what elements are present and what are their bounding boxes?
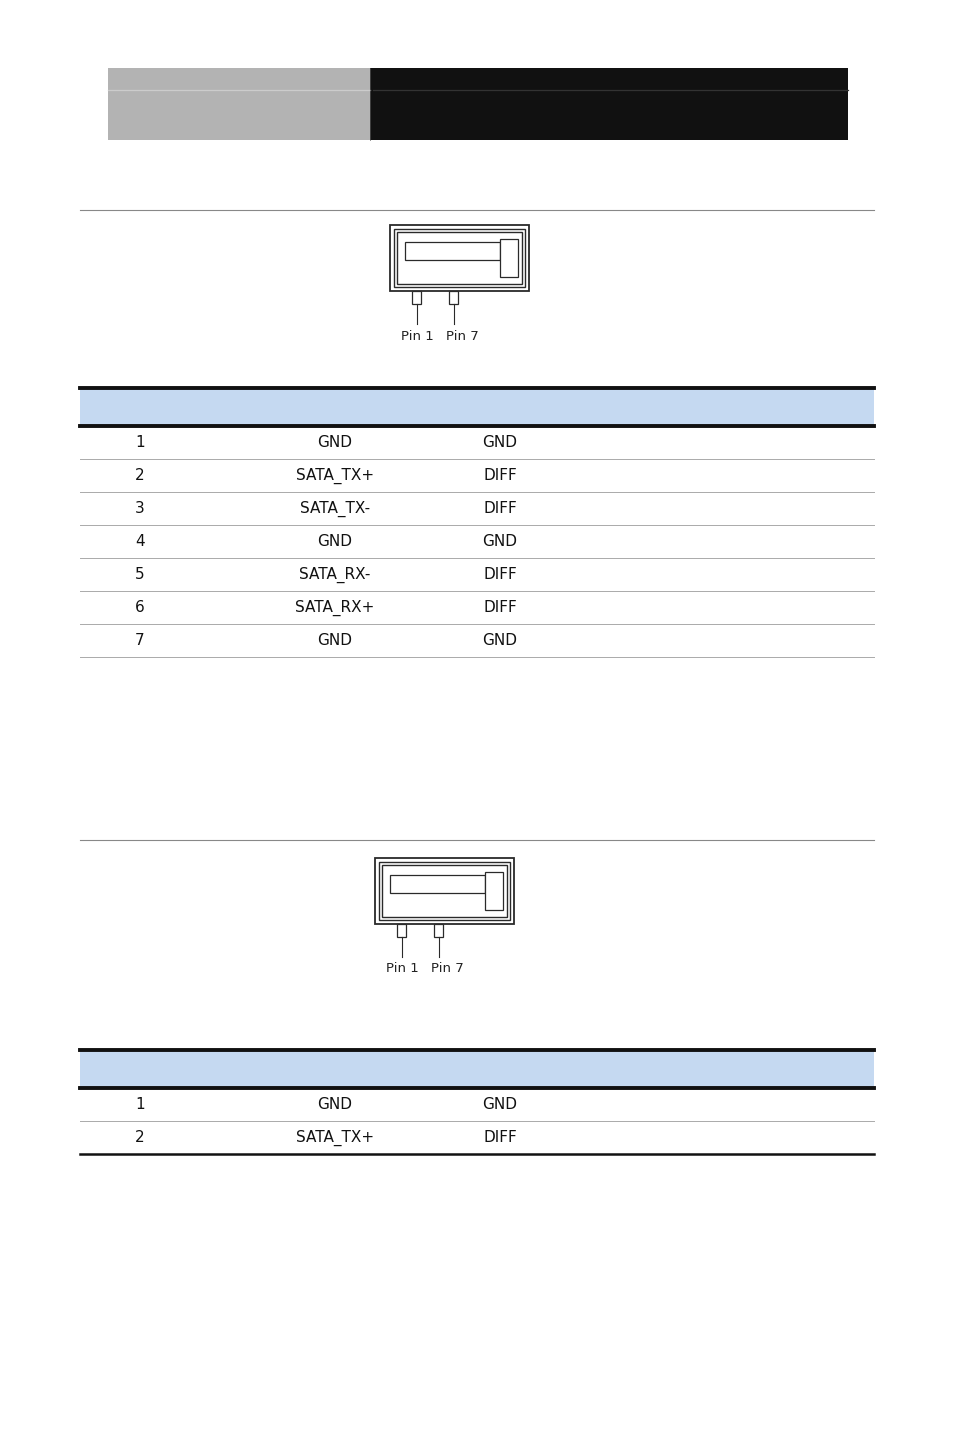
Bar: [397, 923, 406, 936]
Text: GND: GND: [482, 435, 517, 450]
Text: 5: 5: [135, 566, 145, 582]
Text: Pin 1: Pin 1: [385, 962, 418, 975]
Bar: [395, 229, 525, 287]
Bar: [500, 239, 518, 277]
Bar: [412, 291, 421, 304]
Text: SATA_RX-: SATA_RX-: [299, 566, 371, 582]
Text: GND: GND: [317, 1097, 352, 1111]
Text: 2: 2: [135, 1130, 145, 1144]
Bar: [370, 67, 847, 141]
Text: GND: GND: [317, 533, 352, 549]
Text: Pin 7: Pin 7: [430, 962, 463, 975]
Text: Pin 1: Pin 1: [400, 330, 433, 343]
Bar: [449, 291, 458, 304]
Text: 7: 7: [135, 632, 145, 648]
Text: DIFF: DIFF: [482, 500, 517, 516]
Text: 3: 3: [135, 500, 145, 516]
Bar: [405, 242, 500, 260]
Text: DIFF: DIFF: [482, 566, 517, 582]
Text: GND: GND: [317, 632, 352, 648]
Text: 2: 2: [135, 467, 145, 483]
Bar: [80, 389, 873, 426]
Text: 1: 1: [135, 435, 145, 450]
Bar: [390, 875, 485, 893]
Bar: [434, 923, 443, 936]
Text: 6: 6: [135, 599, 145, 615]
Text: SATA_TX+: SATA_TX+: [295, 467, 374, 483]
Text: DIFF: DIFF: [482, 1130, 517, 1144]
Text: SATA_RX+: SATA_RX+: [295, 599, 375, 615]
Bar: [80, 1050, 873, 1088]
Bar: [108, 67, 370, 141]
Text: 4: 4: [135, 533, 145, 549]
Bar: [375, 858, 514, 923]
Bar: [397, 232, 522, 284]
Text: GND: GND: [482, 632, 517, 648]
Text: GND: GND: [317, 435, 352, 450]
Text: 1: 1: [135, 1097, 145, 1111]
Text: GND: GND: [482, 1097, 517, 1111]
Bar: [390, 225, 529, 291]
Text: DIFF: DIFF: [482, 467, 517, 483]
Bar: [382, 865, 507, 916]
Text: DIFF: DIFF: [482, 599, 517, 615]
Text: SATA_TX+: SATA_TX+: [295, 1130, 374, 1146]
Bar: [379, 862, 510, 921]
Text: SATA_TX-: SATA_TX-: [299, 500, 370, 516]
Text: GND: GND: [482, 533, 517, 549]
Text: Pin 7: Pin 7: [445, 330, 477, 343]
Bar: [485, 872, 503, 911]
